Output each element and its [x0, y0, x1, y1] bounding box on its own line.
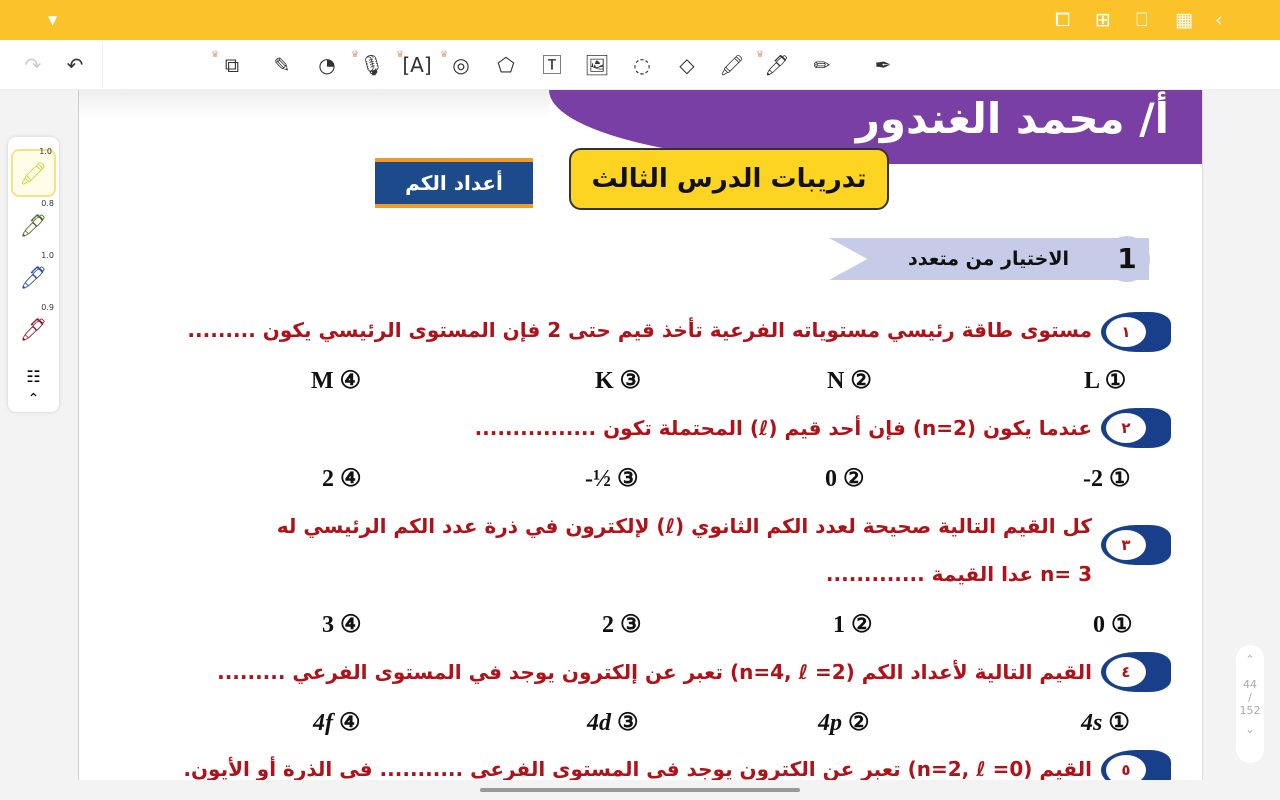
option[interactable]: 1 ② — [833, 612, 873, 638]
shape-icon[interactable]: ⬠ — [497, 53, 515, 77]
eraser-icon[interactable]: ◇ — [679, 53, 695, 77]
page-up-icon[interactable]: ⌃ — [1245, 653, 1255, 666]
page-indicator[interactable]: ⌃ 44 / 152 ⌄ — [1236, 645, 1264, 763]
question-text: كل القيم التالية صحيحة لعدد الكم الثانوي… — [276, 514, 1092, 538]
crop-icon[interactable]: ⧠ — [1055, 9, 1071, 31]
option[interactable]: -½ ③ — [585, 466, 639, 492]
option[interactable]: 4f ④ — [313, 710, 361, 736]
microphone-icon[interactable]: ♛ 🎙 — [351, 50, 385, 77]
collapse-icon[interactable]: ⌃ — [27, 391, 40, 407]
sticker-icon[interactable]: ◔ — [318, 53, 336, 77]
blue-pen[interactable]: 1.0 🖊 — [19, 251, 54, 291]
laser-icon[interactable]: ✎ — [273, 53, 291, 77]
highlighter-pen[interactable]: 1.0 🖍 — [11, 147, 56, 197]
red-pen[interactable]: 0.9 🖊 — [19, 303, 54, 343]
option[interactable]: M ④ — [311, 368, 362, 394]
section-title: الاختيار من متعدد — [829, 238, 1149, 280]
redo-icon[interactable]: ↷ — [24, 53, 42, 77]
translate-icon[interactable]: ♛ ⧉ — [211, 50, 240, 77]
option[interactable]: 2 ③ — [602, 612, 642, 638]
back-icon[interactable]: ‹ — [1215, 9, 1223, 31]
option[interactable]: 4p ② — [818, 710, 870, 736]
topic-label: أعداد الكم — [375, 158, 533, 208]
page-down-icon[interactable]: ⌄ — [1245, 723, 1255, 736]
highlighter-icon[interactable]: 🖍 — [719, 53, 745, 77]
text-icon[interactable]: 🅃 — [542, 53, 562, 77]
divider — [102, 44, 103, 88]
question-number: ١ — [1101, 312, 1171, 352]
section-number: 1 — [1104, 236, 1150, 282]
current-page: 44 — [1243, 678, 1257, 691]
horizontal-scrollbar[interactable] — [480, 788, 800, 792]
top-bar: ▼ ⧠ ⊞ ⎕ ▦ ‹ — [0, 0, 1280, 40]
option[interactable]: -2 ① — [1083, 466, 1131, 492]
question-number: ٣ — [1101, 525, 1171, 565]
add-page-icon[interactable]: ⊞ — [1095, 9, 1111, 31]
toolbar: ↷ ↶ ♛ ⧉ ✎ ◔ ♛ 🎙 ♛ [A] ♛ ◎ ⬠ 🅃 🖼 ◌ ◇ 🖍 ♛ 🖊 ✏ ✒ — [0, 40, 1280, 90]
grid-icon[interactable]: ▦ — [1175, 9, 1193, 31]
pencil-icon[interactable]: ✏ — [813, 53, 831, 77]
question-text: القيم التالية لأعداد الكم (n=4, ℓ =2) تع… — [217, 660, 1092, 684]
document-page[interactable]: أ/ محمد الغندور تدريبات الدرس الثالث أعد… — [78, 90, 1203, 780]
option[interactable]: L ① — [1084, 368, 1127, 394]
option[interactable]: K ③ — [595, 368, 642, 394]
pen-palette: 1.0 🖍 0.8 🖊 1.0 🖊 0.9 🖊 ☷ ⌃ — [8, 137, 59, 412]
green-pen[interactable]: 0.8 🖊 — [19, 199, 54, 239]
author-name: أ/ محمد الغندور — [855, 94, 1169, 143]
option[interactable]: 4s ① — [1081, 710, 1130, 736]
pen-icon[interactable]: ♛ 🖊 — [756, 50, 790, 77]
dropdown-icon[interactable]: ▼ — [48, 13, 58, 27]
lasso-icon[interactable]: ◌ — [633, 53, 651, 77]
option[interactable]: 3 ④ — [322, 612, 362, 638]
page-separator: / — [1248, 691, 1252, 704]
fountain-pen-icon[interactable]: ✒ — [874, 53, 892, 77]
question-number: ٢ — [1101, 408, 1171, 448]
total-pages: 152 — [1239, 704, 1261, 717]
question-text-continued: n= 3 عدا القيمة ............. — [825, 562, 1092, 586]
option[interactable]: 0 ② — [825, 466, 865, 492]
ocr-icon[interactable]: ♛ [A] — [396, 50, 432, 77]
option[interactable]: 4d ③ — [587, 710, 639, 736]
pen-settings-icon[interactable]: ☷ — [26, 367, 41, 386]
undo-icon[interactable]: ↶ — [66, 53, 84, 77]
question-number: ٥ — [1101, 750, 1171, 780]
lesson-title: تدريبات الدرس الثالث — [569, 148, 889, 210]
question-text: القيم (n=2, ℓ =0) تعبر عن الكترون يوجد ف… — [183, 757, 1092, 780]
question-text: مستوى طاقة رئيسي مستوياته الفرعية تأخذ ق… — [187, 318, 1092, 342]
question-number: ٤ — [1101, 652, 1171, 692]
image-icon[interactable]: 🖼 — [584, 53, 610, 77]
bookmark-icon[interactable]: ⎕ — [1136, 9, 1148, 31]
tape-icon[interactable]: ♛ ◎ — [440, 50, 470, 77]
question-text: عندما يكون (n=2) فإن أحد قيم (ℓ) المحتمل… — [474, 416, 1092, 440]
option[interactable]: 0 ① — [1093, 612, 1133, 638]
option[interactable]: N ② — [827, 368, 872, 394]
option[interactable]: 2 ④ — [322, 466, 362, 492]
